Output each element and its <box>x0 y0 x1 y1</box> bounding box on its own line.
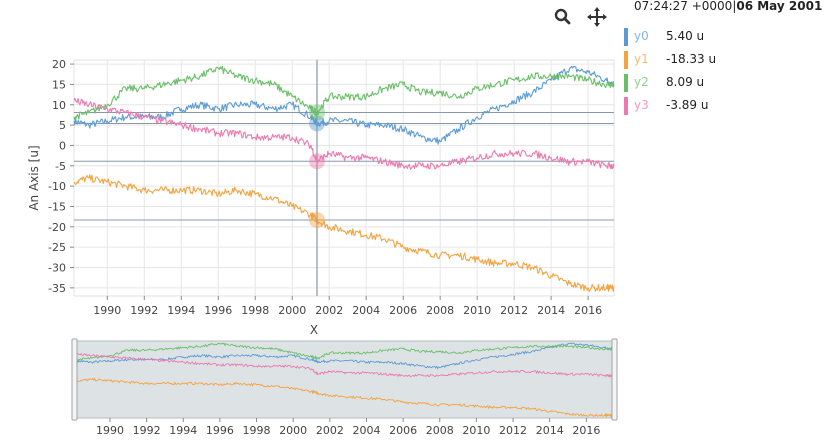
hover-date: 06 May 2001 <box>736 0 823 13</box>
legend-series-value: -3.89 u <box>666 98 709 112</box>
legend-series-name: y1 <box>634 52 649 66</box>
x-tick-label: 2010 <box>463 304 491 317</box>
legend-series-name: y0 <box>634 29 649 43</box>
hover-separator: | <box>732 0 737 13</box>
legend-swatch <box>624 97 628 115</box>
x-tick-label: 1996 <box>204 304 232 317</box>
x-tick-label: 2012 <box>500 304 528 317</box>
hover-marker-y2 <box>309 104 325 121</box>
x-tick-label: 2004 <box>352 304 380 317</box>
x-tick-label: 2016 <box>574 304 602 317</box>
y-tick-label: -15 <box>48 200 66 213</box>
navigator-x-tick-label: 2006 <box>389 424 417 437</box>
series-line-y1 <box>73 174 615 293</box>
navigator-x-tick-label: 2004 <box>352 424 380 437</box>
legend-series-name: y3 <box>634 98 649 112</box>
navigator-x-tick-label: 1990 <box>96 424 124 437</box>
legend-item-y0[interactable]: y0 5.40 u <box>624 27 824 50</box>
legend-item-y3[interactable]: y3 -3.89 u <box>624 96 824 119</box>
legend: y0 5.40 u y1 -18.33 u y2 8.09 u y3 -3.89… <box>624 27 824 119</box>
navigator-x-tick-label: 2012 <box>499 424 527 437</box>
navigator-window <box>76 340 613 419</box>
magnifier-icon[interactable] <box>553 7 573 27</box>
x-tick-label: 1994 <box>167 304 195 317</box>
x-tick-label: 2000 <box>278 304 306 317</box>
plot-border <box>73 59 615 297</box>
x-tick-label: 1998 <box>241 304 269 317</box>
y-tick-label: 0 <box>59 139 66 152</box>
y-tick-label: -10 <box>48 180 66 193</box>
y-tick-label: -25 <box>48 241 66 254</box>
hover-markers <box>309 104 325 229</box>
x-tick-label: 2006 <box>389 304 417 317</box>
x-tick-label: 1990 <box>93 304 121 317</box>
y-tick-label: 20 <box>52 58 66 71</box>
legend-item-y2[interactable]: y2 8.09 u <box>624 73 824 96</box>
hover-marker-y0 <box>309 115 325 132</box>
navigator-x-tick-label: 2008 <box>426 424 454 437</box>
series-line-y2 <box>73 65 615 121</box>
navigator-line-y3 <box>76 352 613 378</box>
y-axis-title: An Axis [u] <box>27 145 41 210</box>
navigator-x-tick-label: 2002 <box>316 424 344 437</box>
hover-marker-y1 <box>309 212 325 229</box>
axes: 20 15 10 5 0 -5 -10 -15 -20 -25 -30 -35 1990 1992 1994… <box>27 58 602 337</box>
plot-area[interactable] <box>73 65 615 293</box>
legend-swatch <box>624 51 628 69</box>
legend-series-value: 5.40 u <box>666 29 705 43</box>
legend-series-name: y2 <box>634 75 649 89</box>
legend-swatch <box>624 74 628 92</box>
navigator-x-tick-label: 1998 <box>243 424 271 437</box>
navigator-line-y2 <box>76 342 613 362</box>
x-tick-label: 2008 <box>426 304 454 317</box>
navigator-handle-right <box>611 338 618 421</box>
navigator-x-tick-label: 1996 <box>206 424 234 437</box>
move-arrows-icon[interactable] <box>587 7 607 27</box>
navigator-x-tick-label: 2000 <box>279 424 307 437</box>
x-tick-label: 1992 <box>130 304 158 317</box>
hover-time: 07:24:27 +0000 <box>634 0 733 13</box>
navigator-handle-left <box>71 338 78 421</box>
legend-series-value: -18.33 u <box>666 52 717 66</box>
navigator-x-tick-label: 1992 <box>133 424 161 437</box>
grid <box>73 59 615 297</box>
legend-swatch <box>624 28 628 46</box>
legend-series-value: 8.09 u <box>666 75 705 89</box>
navigator-x-tick-label: 2016 <box>572 424 600 437</box>
hover-readout: 07:24:27 +0000|06 May 2001 <box>634 0 822 13</box>
navigator-x-tick-label: 2014 <box>536 424 564 437</box>
hover-marker-y3 <box>309 153 325 170</box>
y-tick-label: -35 <box>48 282 66 295</box>
legend-item-y1[interactable]: y1 -18.33 u <box>624 50 824 73</box>
x-axis-title: X <box>310 323 318 337</box>
y-tick-label: 15 <box>52 78 66 91</box>
series-line-y0 <box>73 65 615 145</box>
navigator-x-tick-label: 1994 <box>169 424 197 437</box>
x-tick-label: 2014 <box>537 304 565 317</box>
crosshair-horizontal-lines <box>74 112 614 221</box>
y-tick-label: -20 <box>48 221 66 234</box>
y-tick-label: 5 <box>59 119 66 132</box>
navigator-line-y1 <box>76 377 613 419</box>
x-tick-label: 2002 <box>315 304 343 317</box>
y-tick-label: 10 <box>52 99 66 112</box>
y-tick-label: -30 <box>48 262 66 275</box>
navigator-x-tick-label: 2010 <box>462 424 490 437</box>
navigator[interactable]: 1990 1992 1994 1996 1998 2000 2002 2004 2006 2008… <box>71 338 618 437</box>
series-line-y3 <box>73 97 615 170</box>
y-tick-label: -5 <box>55 160 66 173</box>
